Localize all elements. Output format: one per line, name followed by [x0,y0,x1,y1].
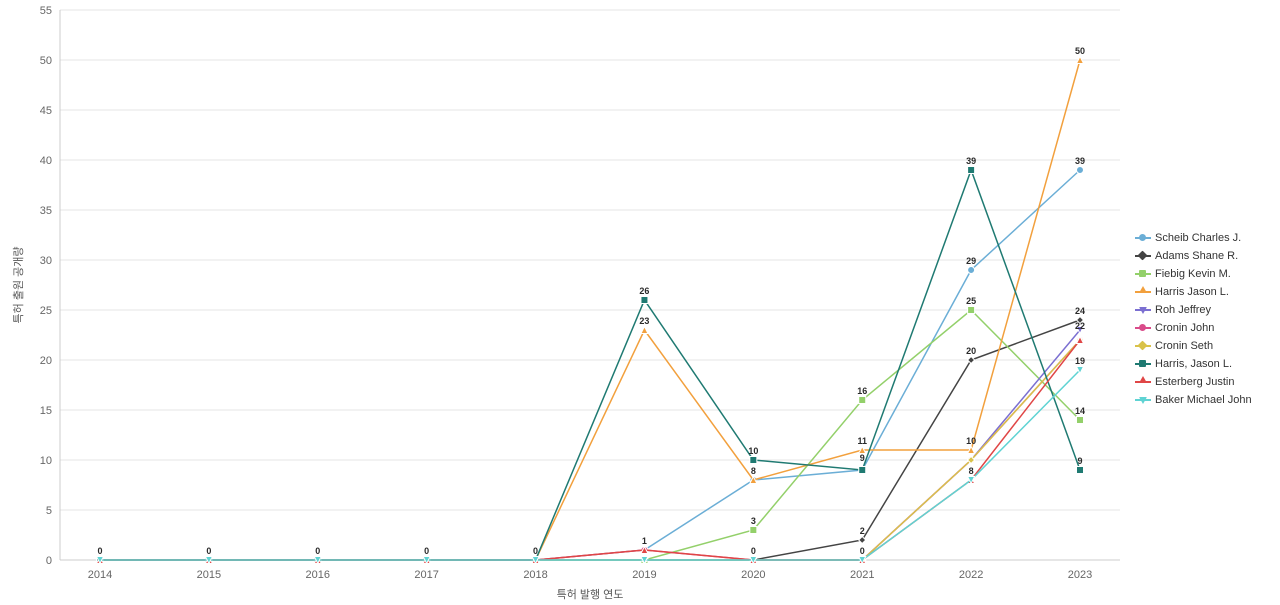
svg-text:55: 55 [40,5,52,17]
svg-text:24: 24 [1075,306,1085,316]
svg-text:15: 15 [40,405,52,417]
legend: Scheib Charles J. Adams Shane R. Fiebig Ke… [1135,230,1252,410]
svg-text:0: 0 [206,546,211,556]
legend-label: Fiebig Kevin M. [1155,268,1231,280]
chart-svg: 0510152025303540455055201420152016201720… [0,0,1280,600]
svg-text:10: 10 [748,446,758,456]
svg-text:특허 출원 공개량: 특허 출원 공개량 [12,247,25,324]
svg-text:2020: 2020 [741,569,765,581]
svg-text:2: 2 [860,526,865,536]
svg-text:2017: 2017 [414,569,438,581]
legend-label: Baker Michael John [1155,394,1252,406]
svg-text:2022: 2022 [959,569,983,581]
legend-label: Roh Jeffrey [1155,304,1211,316]
svg-text:16: 16 [857,386,867,396]
legend-label: Scheib Charles J. [1155,232,1241,244]
svg-text:2021: 2021 [850,569,874,581]
legend-label: Esterberg Justin [1155,376,1234,388]
legend-item[interactable]: Esterberg Justin [1135,374,1252,390]
legend-item[interactable]: Harris Jason L. [1135,284,1252,300]
svg-text:19: 19 [1075,356,1085,366]
svg-text:39: 39 [966,156,976,166]
svg-text:23: 23 [639,316,649,326]
svg-text:10: 10 [40,455,52,467]
legend-item[interactable]: Harris, Jason L. [1135,356,1252,372]
svg-text:1: 1 [642,536,647,546]
legend-item[interactable]: Roh Jeffrey [1135,302,1252,318]
svg-text:14: 14 [1075,406,1085,416]
legend-label: Harris, Jason L. [1155,358,1232,370]
svg-text:50: 50 [40,55,52,67]
svg-text:3: 3 [751,516,756,526]
svg-text:2019: 2019 [632,569,656,581]
svg-text:2014: 2014 [88,569,112,581]
svg-text:0: 0 [46,555,52,567]
svg-text:0: 0 [424,546,429,556]
svg-text:2016: 2016 [306,569,330,581]
svg-text:9: 9 [860,453,865,463]
svg-text:5: 5 [46,505,52,517]
svg-text:2015: 2015 [197,569,221,581]
legend-item[interactable]: Baker Michael John [1135,392,1252,408]
legend-item[interactable]: Adams Shane R. [1135,248,1252,264]
legend-item[interactable]: Fiebig Kevin M. [1135,266,1252,282]
svg-text:26: 26 [639,286,649,296]
svg-text:2018: 2018 [523,569,547,581]
svg-text:0: 0 [533,546,538,556]
legend-label: Adams Shane R. [1155,250,1238,262]
legend-item[interactable]: Cronin Seth [1135,338,1252,354]
legend-label: Cronin John [1155,322,1214,334]
svg-text:8: 8 [751,466,756,476]
svg-text:9: 9 [1077,456,1082,466]
svg-text:22: 22 [1075,321,1085,331]
svg-text:10: 10 [966,436,976,446]
svg-text:45: 45 [40,105,52,117]
svg-text:0: 0 [315,546,320,556]
svg-text:50: 50 [1075,46,1085,56]
svg-text:특허 발행 연도: 특허 발행 연도 [557,588,624,600]
legend-item[interactable]: Scheib Charles J. [1135,230,1252,246]
svg-text:30: 30 [40,255,52,267]
svg-text:40: 40 [40,155,52,167]
svg-text:0: 0 [860,546,865,556]
svg-text:8: 8 [969,466,974,476]
legend-label: Harris Jason L. [1155,286,1229,298]
svg-text:2023: 2023 [1068,569,1092,581]
svg-text:20: 20 [966,346,976,356]
svg-text:11: 11 [857,436,867,446]
svg-text:25: 25 [966,296,976,306]
legend-label: Cronin Seth [1155,340,1213,352]
legend-item[interactable]: Cronin John [1135,320,1252,336]
line-chart: 0510152025303540455055201420152016201720… [0,0,1280,600]
svg-text:39: 39 [1075,156,1085,166]
svg-text:25: 25 [40,305,52,317]
svg-text:29: 29 [966,256,976,266]
svg-text:0: 0 [97,546,102,556]
svg-text:20: 20 [40,355,52,367]
svg-text:35: 35 [40,205,52,217]
svg-text:0: 0 [751,546,756,556]
